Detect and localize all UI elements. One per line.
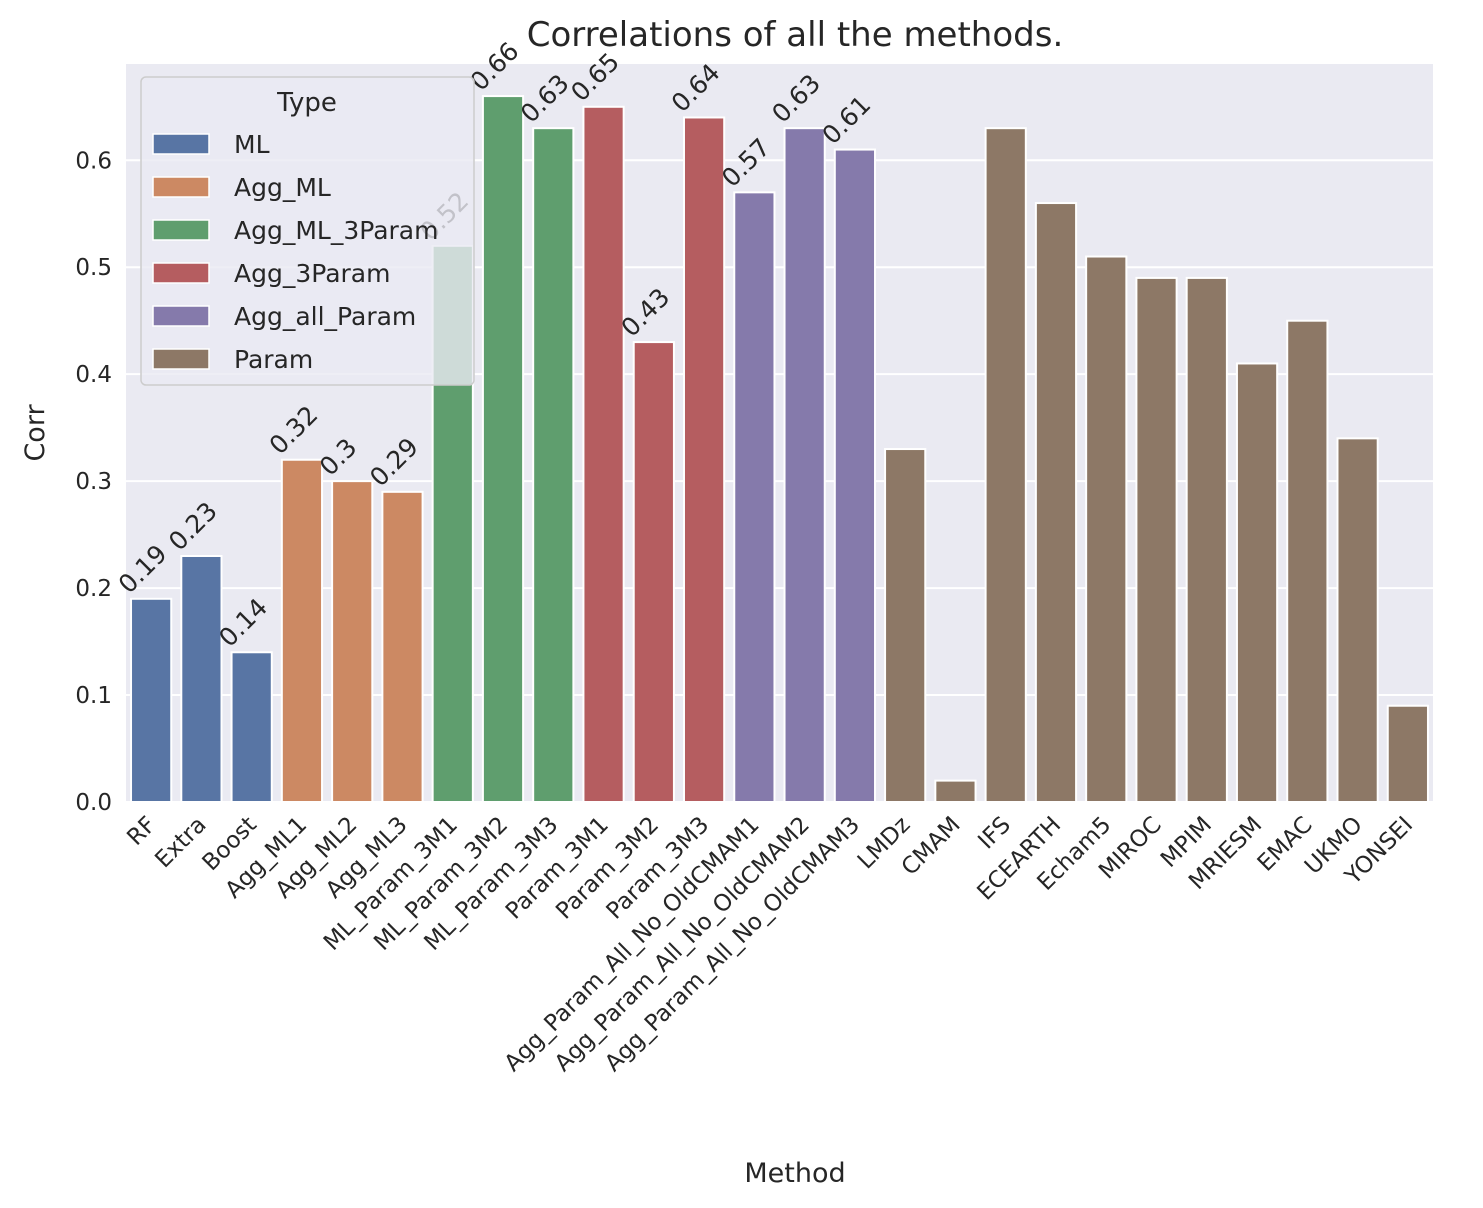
bar xyxy=(1135,276,1178,804)
y-tick-label: 0.5 xyxy=(75,255,112,281)
y-tick-label: 0.2 xyxy=(75,576,112,602)
bar xyxy=(582,105,625,804)
legend-swatch xyxy=(152,262,210,284)
legend-box xyxy=(140,76,475,386)
chart-title: Correlations of all the methods. xyxy=(527,15,1064,55)
y-tick-label: 0.1 xyxy=(75,683,112,709)
bar xyxy=(1085,255,1128,803)
bar xyxy=(180,555,223,803)
legend-label: Agg_3Param xyxy=(234,259,390,288)
y-tick-label: 0.3 xyxy=(75,469,112,495)
legend-items: ML Agg_ML Agg_ML_3Param Agg_3Param Agg_all_P… xyxy=(152,130,438,374)
legend-swatch xyxy=(152,219,210,241)
y-tick-label: 0.0 xyxy=(75,790,112,816)
bar xyxy=(833,148,877,803)
y-tick-label: 0.4 xyxy=(75,362,112,388)
legend-label: Param xyxy=(234,345,313,374)
bar xyxy=(381,490,424,803)
bars xyxy=(130,95,1429,804)
y-axis-label: Corr xyxy=(20,404,51,462)
legend-label: Agg_ML xyxy=(234,173,331,202)
bar xyxy=(1185,276,1228,804)
bar xyxy=(532,127,575,804)
legend-label: Agg_ML_3Param xyxy=(234,216,438,245)
bar xyxy=(481,95,525,803)
legend-title: Type xyxy=(276,88,337,118)
legend-swatch xyxy=(152,176,210,198)
bar xyxy=(632,341,675,803)
legend-label: ML xyxy=(234,130,270,159)
bar xyxy=(1235,362,1279,803)
y-tick-label: 0.6 xyxy=(75,148,112,174)
bar xyxy=(682,116,726,803)
bar xyxy=(884,448,927,803)
bar xyxy=(934,779,977,804)
bar xyxy=(1286,319,1329,803)
bar xyxy=(130,597,173,803)
bar xyxy=(783,127,826,804)
bar xyxy=(1336,437,1379,803)
bar xyxy=(331,480,374,803)
legend-swatch xyxy=(152,133,210,155)
bar xyxy=(1386,704,1429,804)
bar xyxy=(733,191,776,803)
bar xyxy=(230,651,273,803)
bar xyxy=(984,127,1027,804)
x-tick-label: IFS xyxy=(973,812,1016,855)
y-axis-ticks: 0.0 0.1 0.2 0.3 0.4 0.5 0.6 xyxy=(75,148,112,816)
bar xyxy=(1034,202,1078,804)
x-axis-ticks: RFExtraBoostAgg_ML1Agg_ML2Agg_ML3ML_Para… xyxy=(122,812,1418,1077)
legend-swatch xyxy=(152,348,210,370)
bar xyxy=(280,458,324,803)
legend: Type ML Agg_ML Agg_ML_3Param Agg_3Param Agg_… xyxy=(140,76,475,386)
x-axis-label: Method xyxy=(744,1158,845,1189)
legend-label: Agg_all_Param xyxy=(234,302,416,331)
legend-swatch xyxy=(152,305,210,327)
x-tick-label: RF xyxy=(122,812,161,851)
